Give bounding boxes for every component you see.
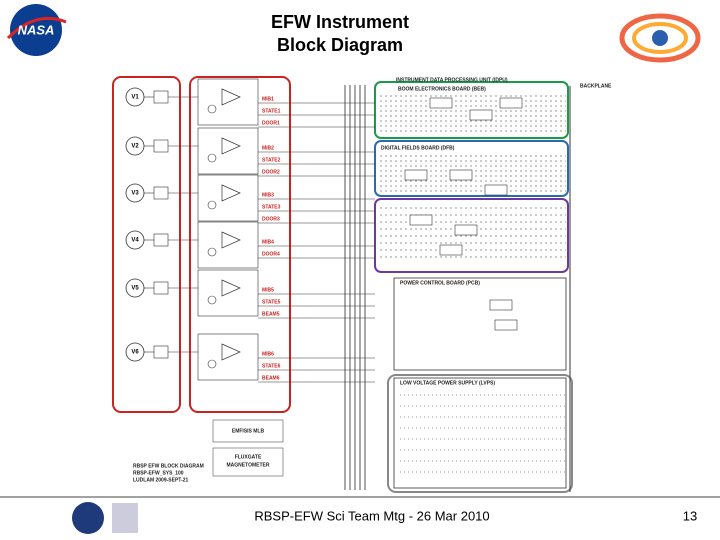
component [429, 97, 453, 109]
note: RBSP EFW BLOCK DIAGRAM [133, 463, 204, 469]
sensor-label: V6 [131, 350, 139, 356]
preamp-label: BEAM6 [262, 375, 280, 381]
sensor-amp [153, 345, 169, 359]
mission-logo-earth [652, 30, 668, 46]
sensor-amp [153, 281, 169, 295]
footer-text: RBSP-EFW Sci Team Mtg - 26 Mar 2010 [254, 508, 489, 523]
preamp-symbol [221, 279, 241, 297]
preamp-symbol [221, 88, 241, 106]
beb-box [374, 81, 569, 139]
fluxgate-label: MAGNETOMETER [227, 462, 270, 468]
preamp-symbol [221, 231, 241, 249]
sensor-amp [153, 186, 169, 200]
sensor-amp [153, 233, 169, 247]
preamp-label: DOOR2 [262, 169, 280, 175]
preamp-label: BEAM5 [262, 311, 280, 317]
preamp-symbol [207, 359, 217, 369]
sensor-amp [153, 139, 169, 153]
component [454, 224, 478, 236]
preamp-symbol [207, 295, 217, 305]
preamp-symbol [221, 184, 241, 202]
emfisis-box [212, 419, 284, 443]
sensor-label: V1 [131, 95, 139, 101]
purple-box [374, 198, 569, 273]
preamp-label: STATE6 [262, 363, 281, 369]
preamp-label: STATE5 [262, 299, 281, 305]
preamp-label: MIB5 [262, 287, 274, 293]
logo-swoosh [6, 16, 67, 40]
mission-logo [619, 13, 701, 63]
idpu-label: INSTRUMENT DATA PROCESSING UNIT (IDPU) [396, 77, 508, 83]
fluxgate-box [212, 447, 284, 477]
note: RBSP-EFW_SYS_100 [133, 470, 184, 476]
logo-text: NASA [18, 22, 55, 37]
component [489, 299, 513, 311]
component [499, 97, 523, 109]
dfb-label: DIGITAL FIELDS BOARD (DFB) [381, 145, 455, 151]
title-line: Block Diagram [277, 35, 403, 55]
sensor-label: V3 [131, 191, 139, 197]
component [409, 214, 433, 226]
preamp-symbol [221, 137, 241, 155]
note: LUDLAM 2009-SEPT-21 [133, 477, 189, 483]
mission-logo-ring [632, 22, 688, 54]
lvps-label: LOW VOLTAGE POWER SUPPLY (LVPS) [400, 380, 495, 386]
preamp-symbol [207, 247, 217, 257]
sensor-group [112, 76, 181, 413]
component [449, 169, 473, 181]
preamp-label: MIB4 [262, 239, 274, 245]
fluxgate-label: FLUXGATE [235, 454, 262, 460]
backplane-label: BACKPLANE [580, 83, 612, 89]
preamp-symbol [207, 200, 217, 210]
lvps-group [387, 374, 573, 493]
preamp-group [189, 76, 291, 413]
preamp-label: MIB1 [262, 96, 274, 102]
component [404, 169, 428, 181]
preamp-symbol [221, 343, 241, 361]
preamp-symbol [207, 104, 217, 114]
preamp-label: MIB2 [262, 145, 274, 151]
preamp-label: DOOR3 [262, 216, 280, 222]
dfb-box [374, 140, 569, 197]
preamp-label: STATE3 [262, 204, 281, 210]
beb-label: BOOM ELECTRONICS BOARD (BEB) [398, 86, 486, 92]
component [494, 319, 518, 331]
footer-logo [72, 502, 104, 534]
lvps-box [393, 377, 567, 489]
preamp-label: MIB3 [262, 192, 274, 198]
pcb-box [393, 277, 567, 371]
component [469, 109, 493, 121]
emfisis-label: EMFISIS MLB [232, 428, 265, 434]
title-line: EFW Instrument [271, 12, 409, 32]
footer-logo [112, 503, 138, 533]
preamp-label: STATE1 [262, 108, 281, 114]
preamp-label: MIB6 [262, 351, 274, 357]
preamp-box [197, 221, 259, 269]
preamp-label: DOOR1 [262, 120, 280, 126]
sensor-label: V2 [131, 144, 139, 150]
page-number: 13 [683, 508, 697, 523]
component [439, 244, 463, 256]
sensor-amp [153, 90, 169, 104]
sensor-label: V5 [131, 286, 139, 292]
component [484, 184, 508, 196]
pcb-label: POWER CONTROL BOARD (PCB) [400, 280, 480, 286]
preamp-label: DOOR4 [262, 251, 280, 257]
preamp-symbol [207, 153, 217, 163]
sensor-label: V4 [131, 238, 139, 244]
preamp-label: STATE2 [262, 157, 281, 163]
